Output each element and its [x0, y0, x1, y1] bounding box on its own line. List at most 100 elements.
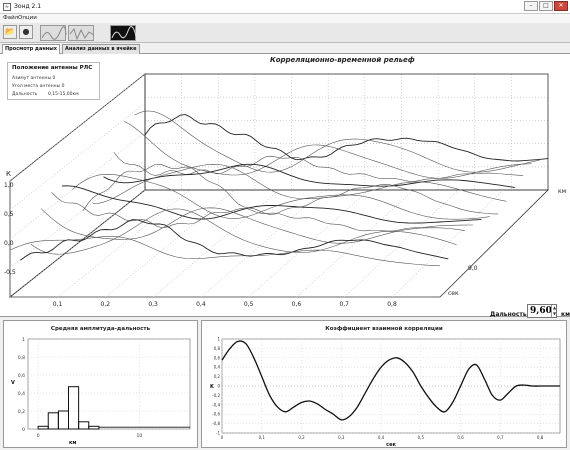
y-tick-label: 0,2	[214, 374, 221, 379]
correlation-view-button[interactable]	[110, 25, 137, 41]
x-tick-label: 0,1	[53, 301, 63, 308]
x-unit-label: сек	[448, 290, 459, 297]
y-tick-label: 0,8	[214, 346, 221, 351]
x-tick-label: 0,5	[244, 301, 254, 308]
distance-input[interactable]: 9,60	[527, 304, 557, 318]
close-button[interactable]: ✕	[554, 1, 568, 11]
floor-grid-line	[200, 189, 325, 298]
floor-grid-line	[344, 189, 459, 298]
x-axis-label: км	[69, 440, 76, 446]
y-tick-label: -0,2	[212, 393, 220, 398]
amplitude-panel: Средняя амплитуда-дальность 0 0,2 0,4 0,6 0,…	[3, 320, 198, 448]
x-tick-label: 0	[221, 435, 224, 440]
y-tick-label: 0	[22, 427, 25, 433]
y-axis-label: V	[11, 380, 15, 386]
relief-curve	[113, 152, 524, 182]
y-tick-label: -0,6	[212, 412, 220, 417]
side-grid-line	[9, 102, 146, 211]
x-tick-label: 0,2	[101, 301, 111, 308]
toolbar: 📂 ●	[0, 23, 570, 43]
histogram-bar	[78, 421, 90, 430]
record-button[interactable]: ●	[19, 25, 33, 39]
x-tick-label: 0,6	[292, 301, 302, 308]
x-tick-label: 0	[37, 433, 40, 439]
y-tick-label: 0,4	[214, 365, 221, 370]
wave-view-1-button[interactable]	[40, 25, 67, 41]
z-tick-label: 0,5	[4, 211, 14, 218]
relief-curve	[51, 191, 474, 232]
relief-curve	[144, 114, 549, 162]
relief-curve	[82, 163, 499, 215]
relief-curve	[124, 121, 532, 179]
relief-curve	[61, 185, 482, 224]
range-label: Дальность	[12, 92, 38, 97]
elevation-text: Угол места антенны 0	[12, 84, 65, 89]
correlation-panel: Коэффициент взаимной корреляции 1 0,8 0,6 0…	[201, 320, 567, 448]
relief-curve	[20, 219, 449, 261]
relief-curve	[40, 207, 465, 244]
azimuth-text: Азимут антенны 0	[12, 76, 56, 81]
depth-tick-label: 9,0	[468, 265, 478, 272]
correlation-chart-title: Коэффициент взаимной корреляции	[325, 326, 443, 332]
x-tick-label: 0,8	[387, 301, 397, 308]
depth-unit-label: км	[558, 188, 566, 195]
y-tick-label: 0,6	[18, 373, 25, 379]
histogram-bar	[88, 425, 100, 430]
x-tick-label: 0,6	[457, 435, 464, 440]
y-tick-label: 0,4	[18, 391, 25, 397]
relief-curve	[30, 208, 457, 255]
z-tick-label: 0,0	[4, 240, 14, 247]
window-title: Зонд 2.1	[14, 3, 42, 10]
distance-unit: км	[561, 311, 570, 318]
x-axis-label: сек	[386, 442, 396, 448]
menu-options[interactable]: Опции	[18, 15, 37, 21]
x-tick-label: 0,1	[259, 435, 266, 440]
wave-view-2-button[interactable]	[68, 25, 95, 41]
relief-curve	[72, 173, 490, 220]
x-tick-label: 0,8	[537, 435, 544, 440]
correlation-series-line	[221, 340, 560, 421]
distance-label: Дальность	[490, 311, 527, 318]
floor-grid-line	[296, 189, 414, 298]
floor-grid-line	[248, 189, 370, 298]
correlation-relief-chart: 1,0 0,5 0,0 -0,5 К 0,1 0,2 0,3 0,4 0,5 0,6 0,7 0,8 се…	[4, 73, 566, 308]
y-tick-label: 0,2	[18, 409, 25, 415]
floor-grid-line	[153, 189, 280, 298]
x-tick-label: 0,2	[298, 435, 305, 440]
floor-grid-line	[57, 189, 190, 298]
floor-grid-line	[392, 189, 504, 298]
tab-data-view[interactable]: Просмотр данных	[2, 44, 60, 54]
relief-curve	[134, 110, 540, 173]
floor-grid-line	[105, 189, 235, 298]
minimize-button[interactable]: –	[524, 1, 538, 11]
x-tick-label: 0,5	[418, 435, 425, 440]
relief-curve	[9, 236, 441, 267]
distance-spinner[interactable]: ▲ ▼	[551, 305, 557, 317]
y-tick-label: 1	[217, 337, 220, 342]
y-axis-label: K	[210, 384, 215, 390]
z-tick-label: -0,5	[4, 269, 16, 276]
tab-cell-analysis[interactable]: Анализ данных в ячейке	[62, 44, 140, 54]
title-bar: ≈ Зонд 2.1 – □ ✕	[0, 0, 570, 14]
y-tick-label: -1	[216, 431, 220, 436]
z-tick-label: 1,0	[4, 182, 14, 189]
amplitude-chart-title: Средняя амплитуда-дальность	[50, 326, 151, 332]
antenna-info-box: Положение антенны РЛС Азимут антенны 0 У…	[7, 62, 100, 100]
x-tick-label: 0,3	[148, 301, 158, 308]
y-tick-label: 0,8	[18, 355, 25, 361]
menu-bar: Файл Опции	[0, 14, 570, 23]
side-grid-line	[9, 160, 146, 269]
y-tick-label: 1	[22, 337, 25, 343]
plot-area	[27, 338, 191, 430]
x-tick-label: 0,4	[196, 301, 206, 308]
maximize-button[interactable]: □	[539, 1, 553, 11]
open-folder-button[interactable]: 📂	[3, 25, 17, 39]
y-tick-label: 0	[217, 384, 220, 389]
relief-curve	[93, 163, 507, 204]
x-tick-label: 0,7	[497, 435, 504, 440]
x-tick-label: 0,4	[378, 435, 385, 440]
main-chart-title: Корреляционно-временной рельеф	[270, 56, 415, 64]
menu-file[interactable]: Файл	[3, 15, 19, 21]
y-tick-label: -0,8	[212, 421, 220, 426]
